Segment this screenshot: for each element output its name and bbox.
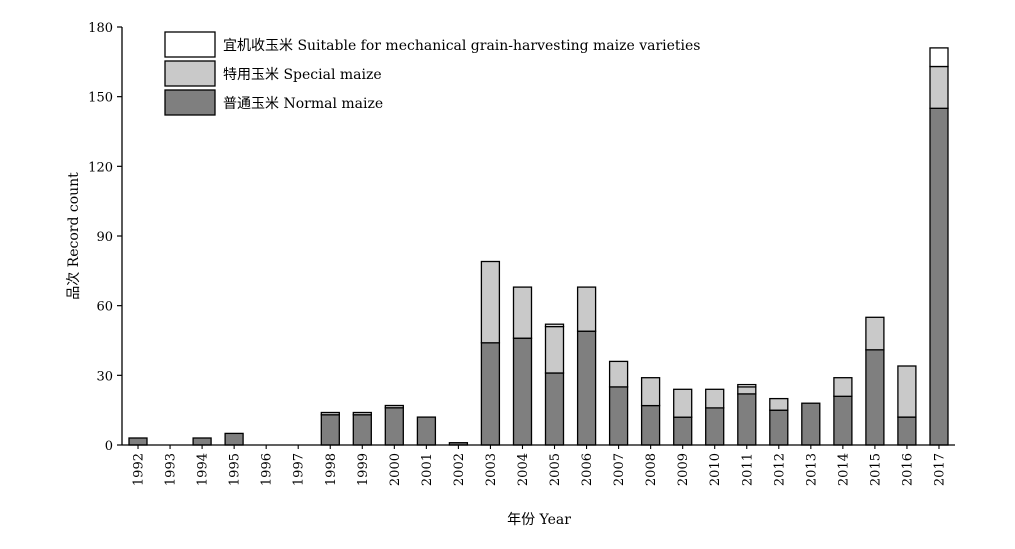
- bar-2017-series-0: [929, 107, 949, 446]
- x-tick-label: 2005: [548, 453, 563, 486]
- bar-2015-series-0: [865, 349, 885, 446]
- bar-1992-series-0: [128, 437, 148, 446]
- y-axis-title: 品次 Record count: [66, 172, 82, 300]
- bar-1995-series-0: [224, 432, 244, 446]
- bar-2016-series-0: [897, 416, 917, 446]
- bar-2017-series-2: [929, 47, 949, 68]
- x-tick-label: 2012: [772, 453, 787, 486]
- bar-2008-series-0: [640, 404, 661, 446]
- legend-swatch: [164, 89, 216, 116]
- bar-1999-series-0: [352, 414, 372, 446]
- x-tick-label: 2001: [420, 453, 435, 486]
- x-tick-label: 1992: [132, 453, 147, 486]
- bar-2003-series-1: [480, 260, 501, 344]
- y-tick-label: 30: [96, 369, 113, 384]
- legend-label: 普通玉米 Normal maize: [223, 96, 383, 112]
- x-tick-label: 1995: [228, 453, 243, 486]
- y-tick-label: 180: [88, 21, 113, 36]
- bar-2009-series-0: [673, 416, 693, 446]
- legend-swatch: [164, 31, 216, 58]
- bar-2011-series-1: [737, 386, 757, 395]
- x-tick-label: 2008: [644, 453, 659, 486]
- x-tick-label: 2011: [740, 453, 755, 486]
- bar-2001-series-0: [416, 416, 437, 446]
- y-tick-label: 90: [96, 230, 113, 245]
- x-tick-label: 2003: [484, 453, 499, 486]
- x-tick-label: 1998: [324, 453, 339, 486]
- bar-2000-series-0: [384, 407, 404, 446]
- x-tick-label: 2000: [388, 453, 403, 486]
- bar-2015-series-1: [865, 316, 885, 351]
- x-tick-label: 1997: [292, 453, 307, 486]
- y-tick-label: 60: [96, 300, 113, 315]
- bar-2003-series-0: [480, 342, 501, 446]
- x-tick-label: 2004: [516, 453, 531, 486]
- x-tick-label: 2007: [612, 453, 627, 486]
- x-tick-label: 1996: [260, 453, 275, 486]
- bars-group: [128, 47, 949, 446]
- y-tick-label: 0: [105, 439, 113, 454]
- y-tick-label: 150: [88, 91, 113, 106]
- x-tick-label: 2013: [804, 453, 819, 486]
- bar-1999-series-1: [352, 411, 372, 416]
- bar-2004-series-0: [512, 337, 533, 446]
- bar-2013-series-0: [801, 402, 821, 446]
- x-tick-label: 2015: [868, 453, 883, 486]
- x-tick-label: 1994: [196, 453, 211, 486]
- bar-2009-series-1: [673, 388, 693, 418]
- x-tick-label: 1993: [164, 453, 179, 486]
- bar-1998-series-0: [320, 414, 340, 446]
- bar-2014-series-1: [833, 377, 853, 397]
- bar-2011-series-0: [737, 393, 757, 446]
- legend-label: 宜机收玉米 Suitable for mechanical grain-harv…: [223, 38, 701, 54]
- bar-2014-series-0: [833, 395, 853, 446]
- bar-2005-series-2: [544, 323, 565, 328]
- x-axis-title: 年份 Year: [507, 512, 571, 528]
- bar-1998-series-1: [320, 411, 340, 416]
- bar-2005-series-0: [544, 372, 565, 446]
- x-tick-label: 2017: [933, 453, 948, 486]
- bar-2017-series-1: [929, 65, 949, 109]
- bar-2008-series-1: [640, 377, 661, 407]
- bar-2006-series-1: [576, 286, 597, 332]
- bar-2005-series-1: [544, 325, 565, 374]
- bar-2011-series-2: [737, 383, 757, 388]
- bar-2007-series-0: [608, 386, 629, 446]
- bar-2006-series-0: [576, 330, 597, 446]
- bar-2012-series-1: [769, 397, 789, 411]
- axes-group: 0 30 60 90 120 150 180 1992 1993 1994 1995 1996 1997…: [88, 21, 955, 486]
- x-tick-label: 2010: [708, 453, 723, 486]
- x-tick-label: 2002: [452, 453, 467, 486]
- bar-1994-series-0: [192, 437, 212, 446]
- bar-2010-series-0: [705, 407, 725, 446]
- x-tick-label: 2014: [836, 453, 851, 486]
- bar-2016-series-1: [897, 365, 917, 418]
- x-tick-label: 2009: [676, 453, 691, 486]
- x-tick-label: 2016: [900, 453, 915, 486]
- legend-label: 特用玉米 Special maize: [223, 67, 382, 83]
- x-tick-label: 1999: [356, 453, 371, 486]
- y-tick-label: 120: [88, 160, 113, 175]
- bar-2012-series-0: [769, 409, 789, 446]
- bar-2010-series-1: [705, 388, 725, 409]
- bar-2007-series-1: [608, 360, 629, 388]
- x-tick-label: 2006: [580, 453, 595, 486]
- legend-swatch: [164, 60, 216, 87]
- bar-2000-series-1: [384, 404, 404, 409]
- legend: 宜机收玉米 Suitable for mechanical grain-harv…: [164, 31, 701, 116]
- bar-2004-series-1: [512, 286, 533, 339]
